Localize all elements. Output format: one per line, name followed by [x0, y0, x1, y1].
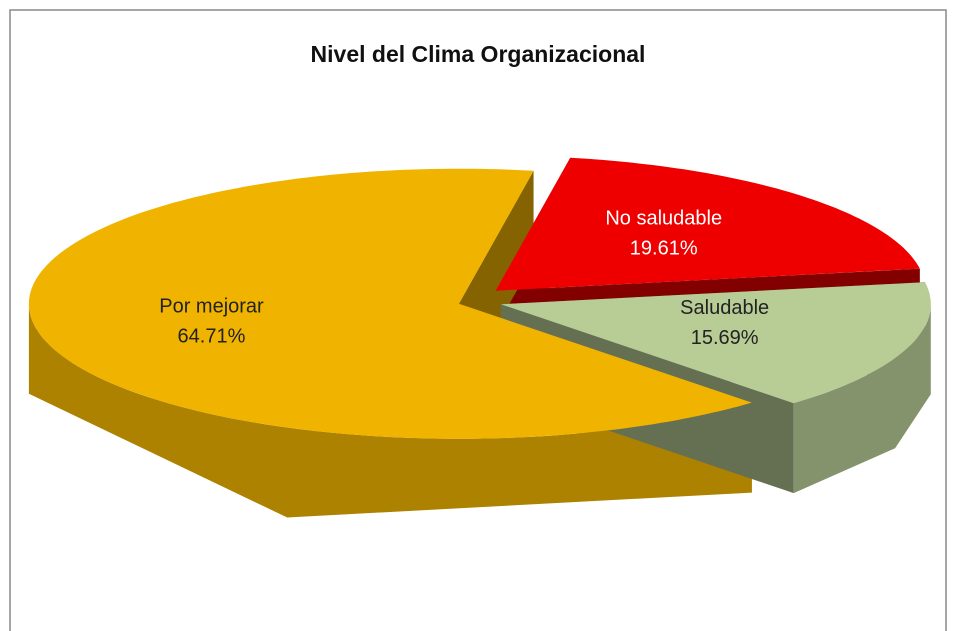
slice-side: [28, 303, 752, 518]
slice-value-label: 64.71%: [178, 326, 246, 348]
slice-side: [793, 304, 931, 494]
slice: [495, 157, 920, 291]
slice-label: Por mejorar: [159, 296, 264, 318]
slice: [500, 282, 931, 404]
slice-label: Saludable: [680, 297, 769, 319]
slice-value-label: 19.61%: [630, 237, 698, 259]
slice: [28, 168, 752, 439]
slice-label: No saludable: [605, 207, 722, 229]
chart-title: Nivel del Clima Organizacional: [311, 41, 646, 67]
slice-value-label: 15.69%: [691, 327, 759, 349]
